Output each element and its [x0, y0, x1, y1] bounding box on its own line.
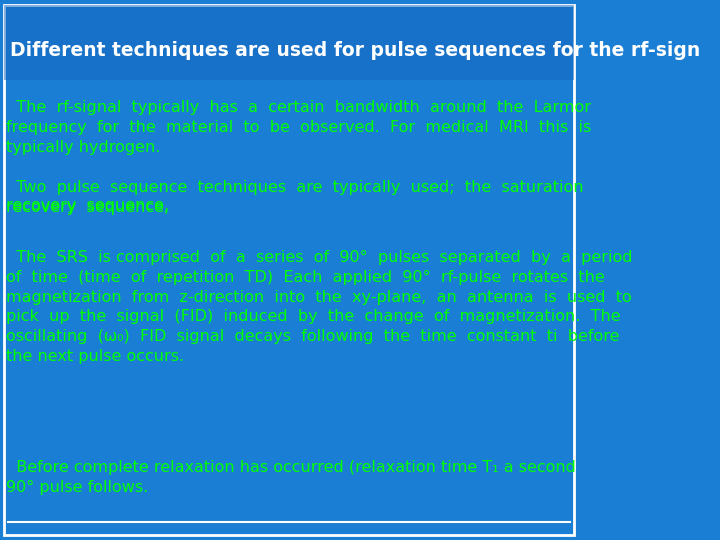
- Text: recovery  sequence,: recovery sequence,: [6, 198, 180, 213]
- Text: The  SRS  is comprised  of  a  series  of  90°  pulses  separated  by  a  period: The SRS is comprised of a series of 90° …: [6, 250, 633, 364]
- Text: Before complete relaxation has occurred (relaxation time T₁ a second
90° pulse f: Before complete relaxation has occurred …: [6, 460, 576, 495]
- Text: The  rf-signal  typically  has  a  certain  bandwidth  around  the  Larmor
frequ: The rf-signal typically has a certain ba…: [6, 100, 592, 154]
- Text: Different techniques are used for pulse sequences for the rf-sign: Different techniques are used for pulse …: [9, 40, 700, 59]
- Text: Two  pulse  sequence  techniques  are  typically  used;  the  saturation
recover: Two pulse sequence techniques are typica…: [6, 180, 584, 215]
- Bar: [4, 5, 575, 80]
